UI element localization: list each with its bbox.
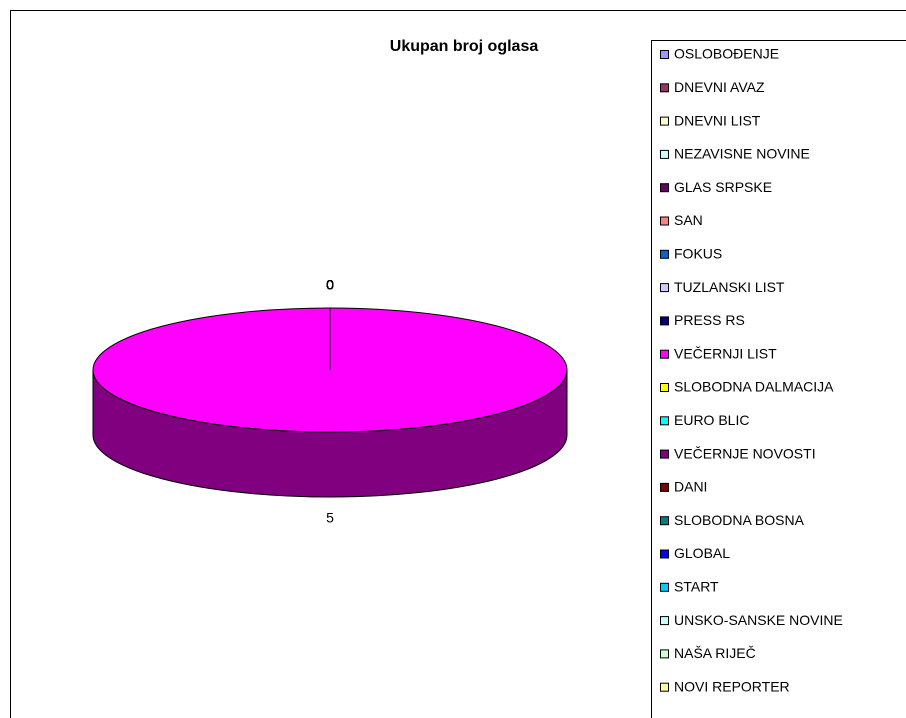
legend-label: NOVI REPORTER — [674, 678, 790, 694]
legend-swatch — [660, 50, 669, 59]
legend-swatch — [660, 249, 669, 259]
chart-title: Ukupan broj oglasa — [390, 38, 539, 55]
data-label: 0 — [326, 277, 334, 293]
legend-swatch — [660, 283, 669, 293]
legend-swatch — [660, 516, 669, 526]
data-label: 0 — [326, 277, 334, 293]
legend-label: NEZAVISNE NOVINE — [674, 146, 810, 162]
legend-box — [651, 40, 906, 718]
legend-label: DANI — [674, 479, 707, 495]
legend-swatch — [660, 116, 669, 126]
legend-label: VEČERNJI LIST — [674, 345, 777, 361]
data-label: 0 — [326, 277, 334, 293]
data-label: 0 — [326, 277, 334, 293]
data-label: 0 — [326, 277, 334, 293]
legend-label: PRESS RS — [674, 312, 745, 328]
legend-swatch — [660, 649, 669, 659]
legend-swatch — [660, 449, 669, 459]
data-label: 0 — [326, 277, 334, 293]
legend-label: NAŠA RIJEČ — [674, 645, 756, 661]
data-label: 0 — [326, 277, 334, 293]
legend-label: UNSKO-SANSKE NOVINE — [674, 612, 843, 628]
legend-label: GLAS SRPSKE — [674, 179, 772, 195]
data-label: 0 — [326, 277, 334, 293]
legend-swatch — [660, 149, 669, 159]
legend-swatch — [660, 549, 669, 559]
legend-label: GLOBAL — [674, 545, 730, 561]
data-label: 5 — [326, 510, 334, 526]
legend-label: OSLOBOĐENJE — [674, 46, 779, 62]
data-label: 0 — [326, 277, 334, 293]
legend-label: VEČERNJE NOVOSTI — [674, 445, 816, 461]
legend-swatch — [660, 616, 669, 626]
legend-swatch — [660, 83, 669, 93]
data-label: 0 — [326, 277, 334, 293]
legend-swatch — [660, 349, 669, 359]
legend-label: FOKUS — [674, 246, 722, 262]
data-label: 0 — [326, 277, 334, 293]
legend-swatch — [660, 183, 669, 193]
data-label: 0 — [326, 277, 334, 293]
legend-label: SAN — [674, 212, 703, 228]
legend-swatch — [660, 383, 669, 392]
data-label: 0 — [326, 277, 334, 293]
data-label: 0 — [326, 277, 334, 293]
legend-label: DNEVNI LIST — [674, 112, 761, 128]
legend-swatch — [660, 682, 669, 692]
legend-swatch — [660, 216, 669, 226]
data-label: 0 — [326, 277, 334, 293]
data-label: 0 — [326, 277, 334, 293]
data-label: 0 — [326, 277, 334, 293]
data-label: 0 — [326, 277, 334, 293]
legend-label: DNEVNI AVAZ — [674, 79, 765, 95]
data-label: 0 — [326, 277, 334, 293]
legend-label: TUZLANSKI LIST — [674, 279, 785, 295]
legend-label: EURO BLIC — [674, 412, 749, 428]
legend-swatch — [660, 316, 669, 326]
legend-swatch — [660, 416, 669, 426]
legend-swatch — [660, 582, 669, 592]
legend-label: SLOBODNA BOSNA — [674, 512, 805, 528]
legend-label: SLOBODNA DALMACIJA — [674, 379, 834, 395]
legend-swatch — [660, 482, 669, 492]
legend-label: START — [674, 579, 719, 595]
